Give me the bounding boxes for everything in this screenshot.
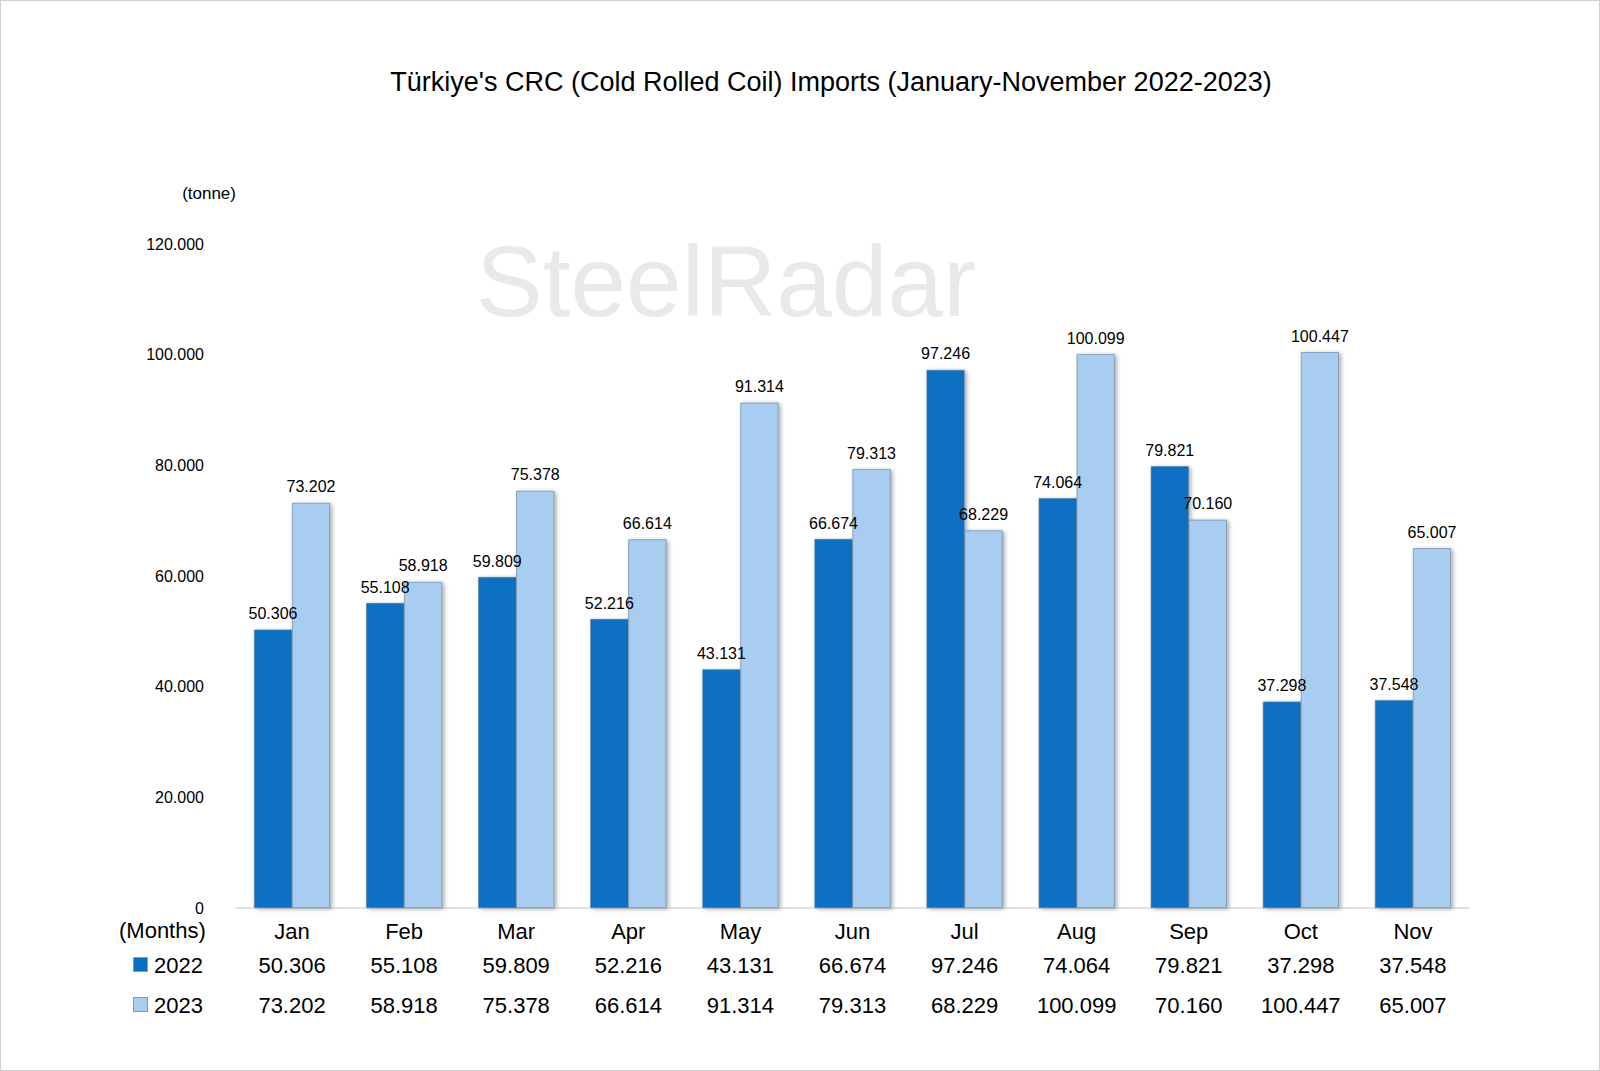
svg-text:74.064: 74.064 (1033, 474, 1082, 491)
svg-text:37.548: 37.548 (1369, 676, 1418, 693)
svg-text:20.000: 20.000 (155, 789, 204, 806)
svg-text:60.000: 60.000 (155, 568, 204, 585)
svg-text:97.246: 97.246 (921, 345, 970, 362)
html-text:37.298: 37.298 (1267, 953, 1335, 978)
html-text:66.674: 66.674 (818, 953, 887, 978)
svg-text:91.314: 91.314 (735, 378, 784, 395)
html-text:43.131: 43.131 (706, 953, 774, 978)
svg-text:37.298: 37.298 (1257, 677, 1306, 694)
html-text:100.447: 100.447 (1261, 993, 1341, 1018)
html-text:50.306: 50.306 (258, 953, 326, 978)
svg-text:100.099: 100.099 (1067, 330, 1125, 347)
svg-text:(tonne): (tonne) (182, 184, 236, 203)
svg-text:43.131: 43.131 (697, 645, 746, 662)
svg-text:80.000: 80.000 (155, 457, 204, 474)
svg-text:Jan: Jan (274, 919, 309, 944)
html-text:70.160: 70.160 (1155, 993, 1223, 1018)
svg-text:73.202: 73.202 (287, 478, 336, 495)
svg-text:Apr: Apr (611, 919, 645, 944)
svg-text:59.809: 59.809 (473, 553, 522, 570)
svg-text:Aug: Aug (1057, 919, 1096, 944)
svg-text:Jun: Jun (835, 919, 870, 944)
svg-text:79.313: 79.313 (847, 445, 896, 462)
html-text:100.099: 100.099 (1036, 993, 1117, 1018)
html-text:37.548: 37.548 (1379, 953, 1447, 978)
html-text:68.229: 68.229 (930, 993, 999, 1018)
svg-text:65.007: 65.007 (1407, 524, 1456, 541)
svg-text:Mar: Mar (497, 919, 535, 944)
svg-text:May: May (720, 919, 762, 944)
svg-text:SteelRadar: SteelRadar (476, 225, 976, 337)
html-text:58.918: 58.918 (370, 993, 438, 1018)
html-text:97.246: 97.246 (930, 953, 999, 978)
svg-text:66.614: 66.614 (623, 515, 672, 532)
svg-text:(Months): (Months) (119, 918, 206, 943)
svg-text:100.447: 100.447 (1291, 328, 1349, 345)
svg-text:40.000: 40.000 (155, 678, 204, 695)
html-text:59.809: 59.809 (482, 953, 550, 978)
svg-text:66.674: 66.674 (809, 515, 858, 532)
svg-text:120.000: 120.000 (146, 236, 204, 253)
html-text:2022: 2022 (154, 953, 203, 978)
html-text:2023: 2023 (154, 993, 203, 1018)
svg-text:Nov: Nov (1393, 919, 1432, 944)
html-text:66.614: 66.614 (594, 993, 662, 1018)
svg-text:Türkiye's CRC (Cold Rolled Coi: Türkiye's CRC (Cold Rolled Coil) Imports… (390, 67, 1271, 97)
html-text:74.064: 74.064 (1043, 953, 1111, 978)
html-text:55.108: 55.108 (370, 953, 438, 978)
svg-text:55.108: 55.108 (361, 579, 410, 596)
svg-text:70.160: 70.160 (1183, 495, 1232, 512)
html-text:75.378: 75.378 (482, 993, 550, 1018)
svg-text:0: 0 (195, 900, 204, 917)
svg-text:68.229: 68.229 (959, 506, 1008, 523)
svg-text:52.216: 52.216 (585, 595, 634, 612)
html-text:52.216: 52.216 (594, 953, 662, 978)
svg-text:Sep: Sep (1169, 919, 1208, 944)
svg-text:100.000: 100.000 (146, 346, 204, 363)
html-text:65.007: 65.007 (1379, 993, 1447, 1018)
svg-text:75.378: 75.378 (511, 466, 560, 483)
svg-text:79.821: 79.821 (1145, 442, 1194, 459)
html-text:73.202: 73.202 (258, 993, 326, 1018)
html-text:79.821: 79.821 (1155, 953, 1223, 978)
svg-text:50.306: 50.306 (249, 605, 298, 622)
svg-text:Jul: Jul (951, 919, 979, 944)
svg-text:58.918: 58.918 (399, 557, 448, 574)
svg-text:Feb: Feb (385, 919, 423, 944)
html-text:79.313: 79.313 (818, 993, 887, 1018)
html-text:91.314: 91.314 (706, 993, 774, 1018)
svg-text:Oct: Oct (1284, 919, 1318, 944)
